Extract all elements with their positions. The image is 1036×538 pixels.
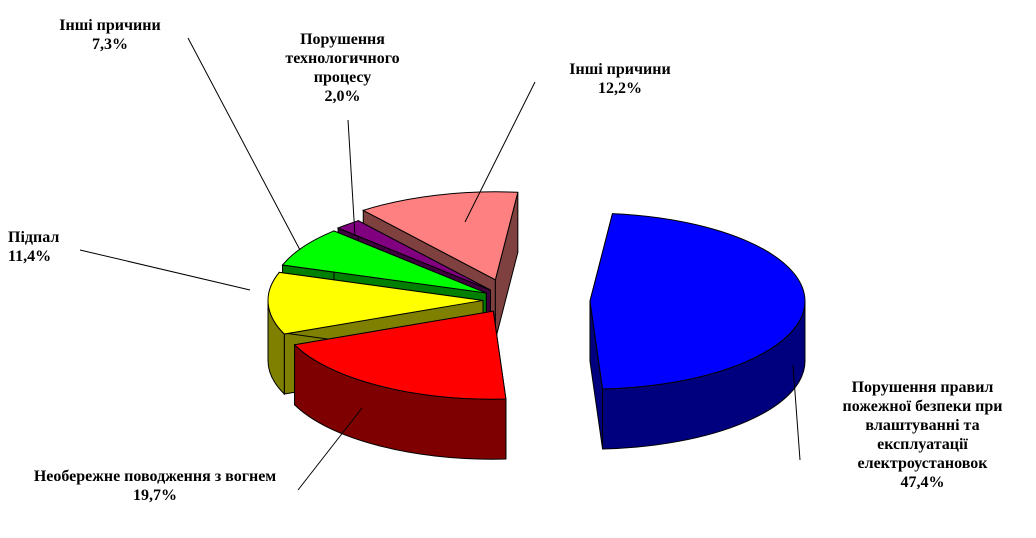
category-name: Необережне поводження з вогнем	[33, 468, 277, 485]
slice-top	[267, 271, 484, 335]
value-label: 12,2%	[598, 80, 642, 97]
slice-top	[336, 220, 491, 291]
slice-label: Інші причини 7,3%	[40, 16, 180, 54]
slice-top	[281, 230, 487, 294]
value-label: 2,0%	[324, 88, 361, 105]
leader-line	[792, 364, 801, 461]
leader-line	[79, 249, 251, 291]
slice	[293, 310, 507, 460]
slice-top	[361, 191, 519, 281]
leader-line	[347, 119, 356, 237]
category-name: Порушення технологичного процесу	[285, 31, 400, 86]
slice-top	[589, 213, 806, 390]
value-label: 7,3%	[92, 36, 128, 53]
category-name: Інші причини	[569, 61, 671, 78]
value-label: 47,4%	[900, 474, 945, 491]
slice-label: Необережне поводження з вогнем 19,7%	[20, 467, 290, 505]
leader-line	[187, 37, 301, 251]
category-name: Інші причини	[59, 17, 161, 34]
slice-label: Підпал 11,4%	[8, 228, 88, 266]
slice	[589, 213, 806, 450]
value-label: 19,7%	[133, 487, 177, 504]
leader-line	[464, 81, 536, 223]
slice-label: Порушення правил пожежної безпеки при вл…	[820, 378, 1025, 492]
slice-label: Порушення технологичного процесу 2,0%	[255, 30, 430, 106]
value-label: 11,4%	[8, 248, 52, 265]
slice-label: Інші причини 12,2%	[535, 60, 705, 98]
slice-top	[293, 310, 507, 400]
leader-line	[297, 407, 363, 491]
category-name: Порушення правил пожежної безпеки при вл…	[842, 379, 1003, 472]
category-name: Підпал	[8, 229, 60, 246]
